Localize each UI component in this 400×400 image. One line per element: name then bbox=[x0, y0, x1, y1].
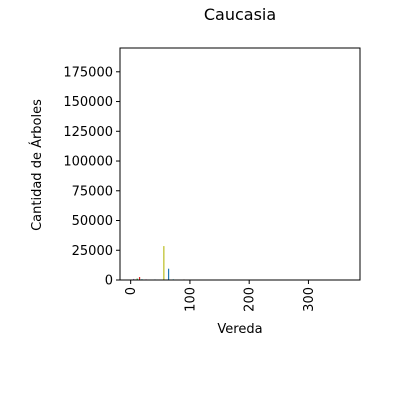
bar-3 bbox=[136, 278, 138, 280]
x-tick-label-2: 200 bbox=[243, 287, 258, 312]
y-tick-label-7: 175000 bbox=[63, 65, 113, 80]
y-tick-label-4: 100000 bbox=[63, 155, 113, 170]
y-tick-label-3: 75000 bbox=[72, 184, 113, 199]
bar-12 bbox=[167, 268, 170, 280]
x-tick-label-1: 100 bbox=[183, 287, 198, 312]
bar-4 bbox=[138, 277, 141, 280]
x-tick-label-3: 300 bbox=[302, 287, 317, 312]
y-axis-label: Cantidad de Árboles bbox=[29, 99, 45, 231]
y-axis: 0 25000 50000 75000 100000 125000 150000 175000 bbox=[63, 65, 120, 289]
bar-1 bbox=[133, 278, 135, 280]
y-tick-label-6: 150000 bbox=[63, 95, 113, 110]
chart-title: Caucasia bbox=[204, 5, 276, 24]
y-tick-label-5: 125000 bbox=[63, 125, 113, 140]
y-tick-label-2: 50000 bbox=[72, 214, 113, 229]
y-tick-label-0: 0 bbox=[105, 274, 113, 289]
bar-11 bbox=[163, 246, 165, 280]
plot-frame bbox=[119, 47, 361, 281]
x-tick-label-0: 0 bbox=[124, 287, 139, 295]
y-tick-label-1: 25000 bbox=[72, 244, 113, 259]
x-axis: 0 100 200 300 bbox=[124, 280, 317, 312]
x-axis-label: Vereda bbox=[217, 322, 262, 337]
